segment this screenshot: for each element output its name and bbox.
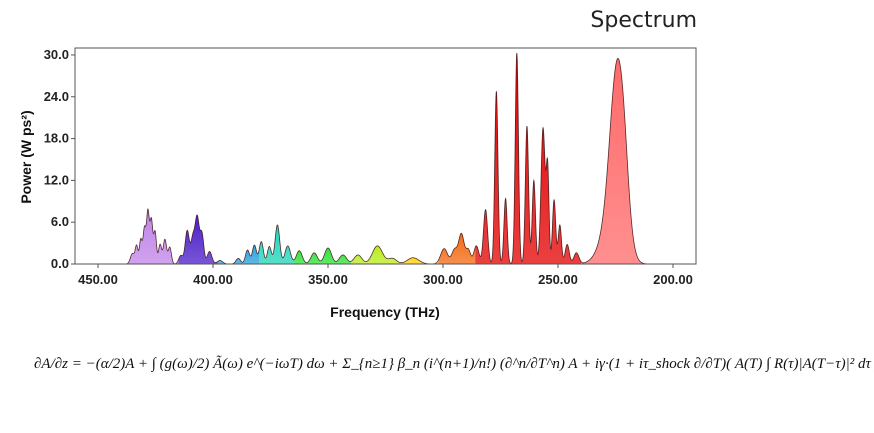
spectrum-band [121,209,179,264]
y-axis: 0.0 6.0 12.0 18.0 24.0 30.0 [44,47,75,271]
spectrum-band [293,247,351,264]
nlse-equation: ∂A/∂z = −(α/2)A + ∫ (g(ω)/2) Ã(ω) e^(−iω… [34,356,874,373]
spectrum-band [217,245,259,264]
y-tick-label: 24.0 [44,89,69,104]
x-tick-label: 300.00 [423,272,463,287]
x-tick-label: 250.00 [538,272,578,287]
equation-lhs: ∂A/∂z [34,356,68,372]
y-tick-label: 30.0 [44,47,69,62]
plot-frame [74,47,697,265]
spectrum-band [438,233,476,264]
chart-title: Spectrum [590,8,697,33]
y-axis-label: Power (W ps²) [18,110,34,203]
spectrum-band [351,245,402,264]
x-tick-label: 350.00 [308,272,348,287]
x-axis-label: Frequency (THz) [330,304,440,320]
spectrum-band [581,58,662,264]
equation-rhs: −(α/2)A + ∫ (g(ω)/2) Ã(ω) e^(−iωT) dω + … [85,356,874,372]
spectrum-band [401,257,439,264]
plot-area [121,52,662,265]
x-tick-label: 450.00 [78,272,118,287]
y-tick-label: 18.0 [44,131,69,146]
y-tick-label: 0.0 [51,256,69,271]
x-tick-label: 400.00 [193,272,233,287]
y-tick-label: 12.0 [44,172,69,187]
y-tick-label: 6.0 [51,214,69,229]
x-axis: 450.00 400.00 350.00 300.00 250.00 200.00 [78,264,693,287]
spectrum-band [178,214,218,264]
spectrum-line [121,52,662,265]
x-tick-label: 200.00 [653,272,693,287]
